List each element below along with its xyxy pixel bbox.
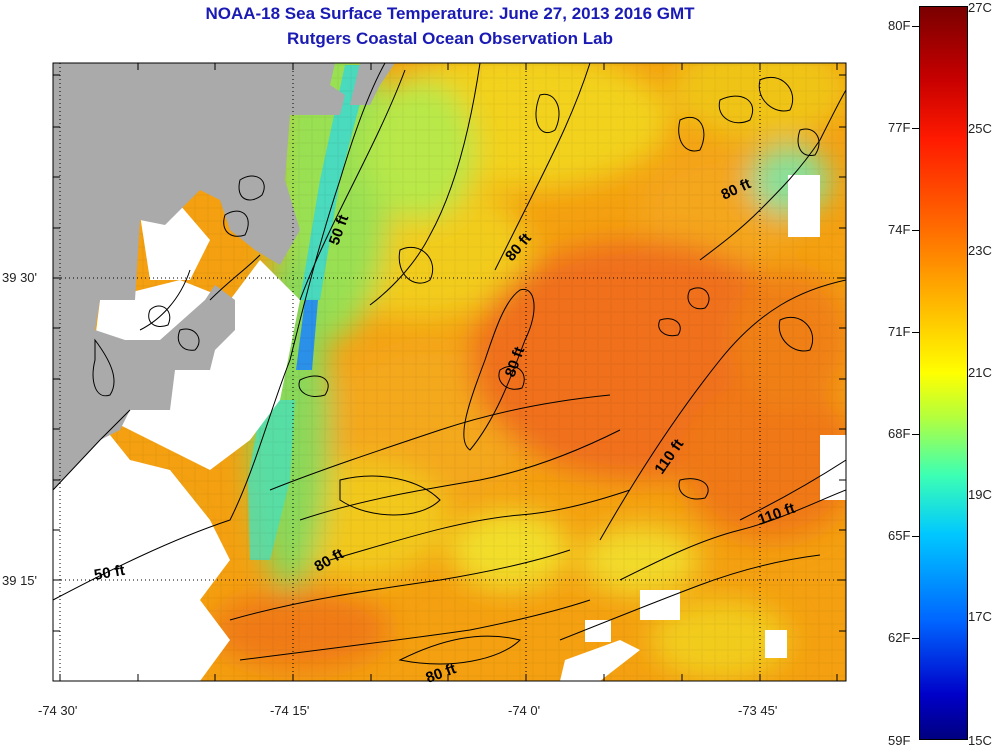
colorbar-tick [912,128,919,129]
colorbar-tick [912,332,919,333]
colorbar-f-68: 68F [888,426,911,441]
map-subtitle: Rutgers Coastal Ocean Observation Lab [287,29,613,48]
colorbar-tick [912,230,919,231]
colorbar-tick [912,638,919,639]
lon-label-74-15: -74 15' [270,703,310,718]
no-data-area [53,410,230,681]
colorbar-c-23: 23C [968,243,992,258]
graticule [53,63,846,681]
axis-ticks [53,63,846,681]
colorbar-tick [912,26,919,27]
plot-frame [52,62,847,682]
colorbar-f-65: 65F [888,528,911,543]
colorbar-f-71: 71F [888,324,911,339]
colorbar-f-62: 62F [888,630,911,645]
temperature-colorbar [919,6,968,740]
colorbar-c-27: 27C [968,0,992,15]
colorbar-c-17: 17C [968,609,992,624]
colorbar-tick [912,434,919,435]
lat-label-39-30: 39 30' [2,270,38,285]
contour-label-50ft-south: 50 ft [93,562,126,584]
land-new-jersey [53,63,345,490]
colorbar-c-15: 15C [968,733,992,748]
colorbar-f-59: 59F [888,733,911,748]
colorbar-c-19: 19C [968,487,992,502]
colorbar-f-80: 80F [888,18,911,33]
depth-contours [53,63,846,665]
lon-label-74-0: -74 0' [508,703,541,718]
colorbar-c-25: 25C [968,121,992,136]
map-title: NOAA-18 Sea Surface Temperature: June 27… [205,4,695,23]
colorbar-tick [912,536,919,537]
colorbar-f-74: 74F [888,222,911,237]
lon-label-74-30: -74 30' [38,703,78,718]
colorbar-c-21: 21C [968,365,992,380]
colorbar-f-77: 77F [888,120,911,135]
lat-label-39-15: 39 15' [2,573,38,588]
lon-label-73-45: -73 45' [738,703,778,718]
